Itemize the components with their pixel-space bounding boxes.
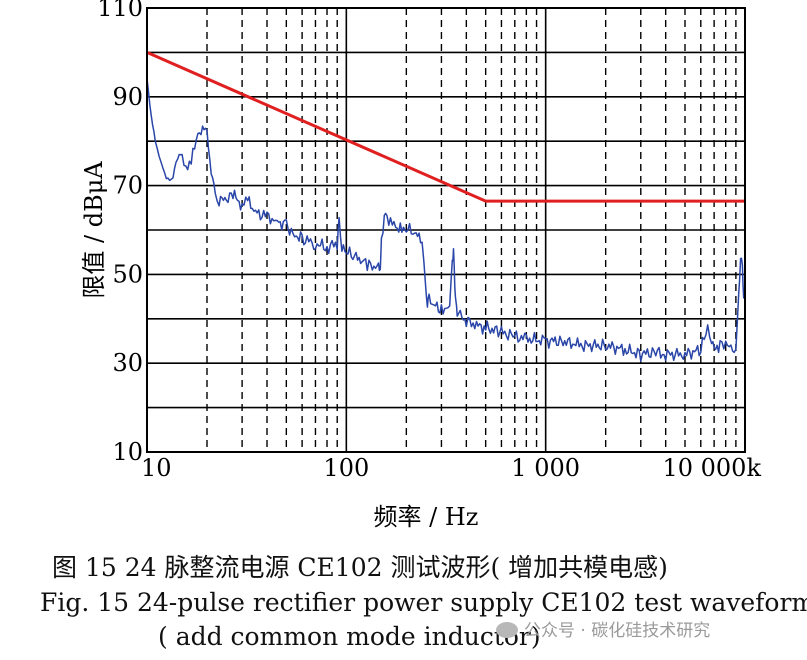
limit-line xyxy=(146,51,745,203)
watermark-text: 公众号 · 碳化硅技术研究 xyxy=(524,621,711,641)
x-axis-label: 频率 / Hz xyxy=(374,503,479,531)
x-tick-label: 100 xyxy=(323,454,369,482)
tick-labels: 10 30 50 70 90 110 10 100 1 000 10 000k xyxy=(97,0,761,482)
x-tick-label: 10 xyxy=(141,454,172,482)
y-tick-label: 90 xyxy=(112,83,143,111)
figure-caption-en-line2: ( add common mode inductor) xyxy=(158,622,541,651)
y-tick-label: 50 xyxy=(112,260,143,288)
measured-trace xyxy=(146,78,746,363)
x-tick-label: 1 000 xyxy=(511,454,580,482)
series xyxy=(146,51,746,363)
ce102-chart: 10 30 50 70 90 110 10 100 1 000 10 000k 限值 / dBμA… xyxy=(80,0,761,531)
wechat-icon xyxy=(496,622,518,638)
plot-frame xyxy=(146,7,746,453)
y-tick-label: 110 xyxy=(97,0,143,22)
grid xyxy=(147,8,745,452)
figure-caption-en-line1: Fig. 15 24-pulse rectifier power supply … xyxy=(40,588,807,617)
x-tick-label: 10 000k xyxy=(662,454,761,482)
y-axis-label: 限值 / dBμA xyxy=(80,161,108,299)
y-tick-label: 30 xyxy=(112,349,143,377)
y-tick-label: 70 xyxy=(112,172,143,200)
y-tick-label: 10 xyxy=(112,438,143,466)
figure-caption-zh: 图 15 24 脉整流电源 CE102 测试波形( 增加共模电感) xyxy=(52,553,668,582)
watermark: 公众号 · 碳化硅技术研究 xyxy=(496,616,710,641)
